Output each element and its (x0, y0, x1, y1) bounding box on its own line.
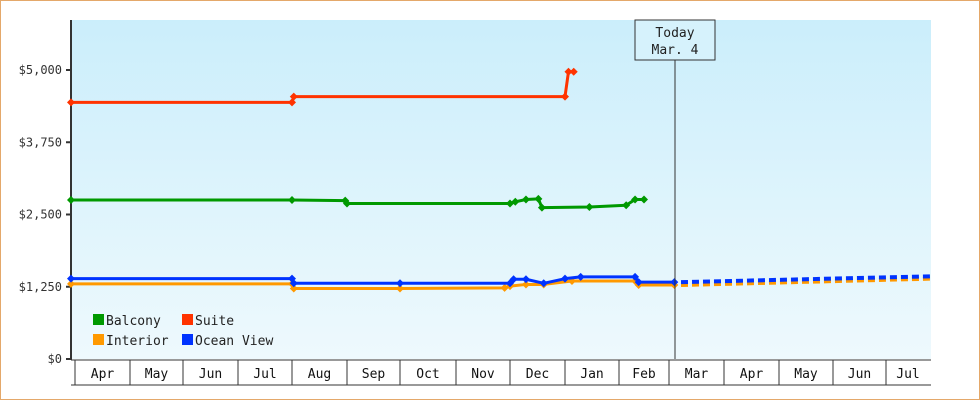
x-tick-label: Aug (308, 367, 331, 382)
data-point-marker[interactable] (634, 278, 643, 287)
data-point-marker[interactable] (640, 195, 648, 204)
data-point-marker[interactable] (509, 275, 518, 284)
x-tick-label: Jul (253, 367, 276, 382)
legend-label: Balcony (106, 314, 161, 329)
data-point-marker[interactable] (67, 196, 75, 205)
data-point-marker[interactable] (534, 194, 543, 203)
x-axis: Apr May Jun Jul Aug Sep Oct Nov Dec Jan Feb Mar Apr M… (71, 359, 931, 386)
data-point-marker[interactable] (288, 196, 296, 205)
data-point-marker[interactable] (561, 274, 569, 283)
data-point-marker[interactable] (67, 274, 75, 283)
legend: Balcony Suite Interior Ocean View (93, 314, 273, 349)
series-suite (67, 67, 578, 107)
data-point-marker[interactable] (521, 280, 530, 289)
data-point-marker[interactable] (289, 284, 298, 293)
plot-area (72, 20, 931, 359)
x-tick-label: Jun (848, 367, 871, 382)
x-tick-label: Jul (896, 367, 919, 382)
data-point-marker[interactable] (622, 201, 631, 210)
x-tick-label: Jun (199, 367, 222, 382)
data-point-marker[interactable] (67, 279, 75, 288)
legend-item-ocean-view[interactable]: Ocean View (182, 334, 273, 349)
today-marker: Today Mar. 4 (634, 19, 716, 359)
x-tick-label: Sep (362, 367, 386, 382)
y-tick-label: $2,500 (19, 208, 62, 222)
legend-swatch (182, 314, 193, 325)
series-lines (67, 67, 931, 293)
y-axis: $0 $1,250 $2,500 $3,750 $5,000 (19, 20, 72, 366)
x-tick-label: Dec (526, 367, 549, 382)
y-tick-label: $1,250 (19, 280, 62, 294)
data-point-marker[interactable] (564, 67, 573, 76)
data-point-marker[interactable] (288, 98, 296, 107)
legend-swatch (182, 334, 193, 345)
x-tick-label: Mar (685, 367, 709, 382)
data-point-marker[interactable] (670, 278, 679, 287)
series-ocean-view (67, 272, 931, 288)
legend-item-suite[interactable]: Suite (182, 314, 234, 329)
data-point-marker[interactable] (539, 279, 548, 288)
data-point-marker[interactable] (521, 195, 530, 204)
today-date: Mar. 4 (652, 43, 699, 58)
y-tick-label: $3,750 (19, 135, 62, 149)
data-point-marker[interactable] (631, 195, 640, 204)
today-label-box (634, 19, 716, 61)
x-tick-label: May (794, 367, 818, 382)
y-tick-label: $0 (48, 352, 62, 366)
data-point-marker[interactable] (521, 275, 530, 284)
data-point-marker[interactable] (561, 92, 569, 101)
series-balcony (67, 194, 648, 212)
legend-item-interior[interactable]: Interior (93, 334, 169, 349)
legend-label: Ocean View (195, 334, 273, 349)
data-point-marker[interactable] (396, 284, 404, 293)
y-tick-label: $5,000 (19, 63, 62, 77)
x-tick-label: Apr (740, 367, 764, 382)
today-label: Today (655, 26, 694, 41)
legend-swatch (93, 334, 104, 345)
data-point-marker[interactable] (343, 199, 351, 208)
data-point-marker[interactable] (67, 98, 75, 107)
legend-label: Suite (195, 314, 234, 329)
x-tick-label: May (145, 367, 169, 382)
data-point-marker[interactable] (537, 203, 546, 212)
data-point-marker[interactable] (289, 279, 298, 288)
data-point-marker[interactable] (511, 197, 520, 206)
legend-label: Interior (106, 334, 169, 349)
x-tick-label: Apr (91, 367, 115, 382)
x-tick-label: Jan (580, 367, 603, 382)
data-point-marker[interactable] (585, 202, 594, 211)
x-tick-label: Nov (471, 367, 495, 382)
data-point-marker[interactable] (569, 67, 578, 76)
data-point-marker[interactable] (631, 272, 640, 281)
legend-swatch (93, 314, 104, 325)
data-point-marker[interactable] (576, 272, 585, 281)
legend-item-balcony[interactable]: Balcony (93, 314, 161, 329)
x-tick-label: Feb (632, 367, 656, 382)
x-tick-label: Oct (416, 367, 439, 382)
data-point-marker[interactable] (289, 92, 298, 101)
data-point-marker[interactable] (396, 279, 404, 288)
